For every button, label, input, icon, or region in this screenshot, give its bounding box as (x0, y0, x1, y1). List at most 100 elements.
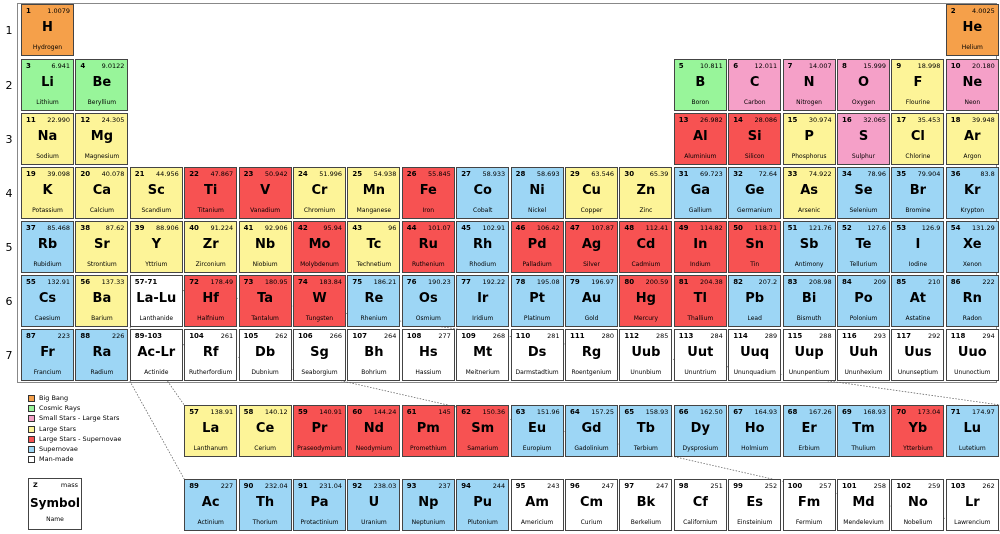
atomic-number: 105 (243, 332, 259, 340)
atomic-number: 57-71 (134, 278, 158, 286)
element-symbol: Rh (473, 237, 493, 252)
atomic-mass: 180.95 (264, 278, 288, 286)
element-symbol: Ne (962, 75, 983, 90)
element-name: Uranium (361, 519, 387, 526)
atomic-number: 47 (570, 224, 580, 232)
atomic-number: 40 (189, 224, 199, 232)
element-symbol: Sb (799, 237, 819, 252)
atomic-mass: 14.007 (808, 62, 832, 70)
atomic-number: 1 (26, 7, 31, 15)
element-name: Lutetium (958, 445, 986, 452)
element-symbol: Cd (636, 237, 656, 252)
element-cell-no: 102 259 No Nobelium (891, 479, 945, 531)
element-symbol: Tm (852, 421, 875, 436)
element-symbol: Bi (801, 291, 817, 306)
element-symbol: Zr (202, 237, 219, 252)
element-name: Niobium (252, 261, 278, 268)
atomic-number: 108 (406, 332, 422, 340)
atomic-mass: 174.97 (972, 408, 995, 416)
atomic-mass: 284 (710, 332, 723, 340)
atomic-mass: 30.974 (808, 116, 832, 124)
element-symbol: Rb (37, 237, 58, 252)
atomic-mass: 261 (220, 332, 234, 340)
key-symbol: Symbol (30, 496, 80, 510)
element-cell-w: 74 183.84 W Tungsten (293, 275, 346, 327)
element-symbol: O (857, 75, 870, 90)
atomic-number: 30 (624, 170, 635, 178)
element-symbol: Mo (308, 237, 331, 252)
element-name: Dysprosium (682, 445, 719, 452)
atomic-number: 15 (787, 116, 798, 124)
atomic-number: 27 (461, 170, 471, 178)
element-symbol: Sr (94, 237, 110, 252)
atomic-number: 110 (515, 332, 531, 340)
element-cell-li: 3 6.941 Li Lithium (21, 59, 74, 111)
atomic-mass: 4.0025 (972, 7, 995, 15)
element-symbol: Pm (416, 421, 440, 436)
element-cell-te: 52 127.6 Te Tellurium (837, 221, 890, 273)
element-name: Zinc (639, 207, 653, 214)
atomic-mass: 39.948 (972, 116, 995, 124)
element-symbol: Uup (794, 345, 824, 360)
atomic-mass: 28.086 (754, 116, 778, 124)
element-cell-zr: 40 91.224 Zr Zirconium (184, 221, 238, 273)
atomic-number: 6 (733, 62, 739, 70)
element-symbol: Hs (418, 345, 438, 360)
atomic-number: 31 (678, 170, 689, 178)
atomic-mass: 72.64 (758, 170, 778, 178)
atomic-mass: 237 (438, 482, 451, 490)
atomic-number: 53 (896, 224, 907, 232)
atomic-mass: 10.811 (700, 62, 723, 70)
element-name: Osmium (415, 315, 441, 322)
atomic-mass: 204.38 (700, 278, 723, 286)
atomic-mass: 137.33 (101, 278, 125, 286)
atomic-number: 56 (80, 278, 91, 286)
element-symbol: Fr (40, 345, 55, 360)
element-cell-cs: 55 132.91 Cs Caesium (21, 275, 74, 327)
element-symbol: Tb (636, 421, 655, 436)
element-name: Samarium (467, 445, 499, 452)
element-cell-uut: 113 284 Uut Ununtrium (673, 329, 727, 381)
atomic-number: 37 (26, 224, 36, 232)
element-symbol: Uub (631, 345, 661, 360)
element-name: Magnesium (84, 153, 120, 160)
atomic-number: 100 (787, 482, 803, 490)
atomic-mass: 222 (982, 278, 995, 286)
element-cell-ta: 73 180.95 Ta Tantalum (238, 275, 292, 327)
element-name: Cerium (254, 445, 276, 452)
element-name: Dubnium (251, 369, 279, 376)
element-cell-br: 35 79.904 Br Bromine (891, 167, 945, 219)
element-cell-sb: 51 121.76 Sb Antimony (782, 221, 836, 273)
element-symbol: Cs (38, 291, 57, 306)
element-cell-k: 19 39.098 K Potassium (21, 167, 74, 219)
atomic-mass: 151.96 (536, 408, 560, 416)
element-symbol: Th (256, 495, 275, 510)
atomic-number: 97 (624, 482, 635, 490)
atomic-mass: 83.8 (980, 170, 995, 178)
element-symbol: Np (418, 495, 439, 510)
element-cell-ba: 56 137.33 Ba Barium (75, 275, 129, 327)
element-symbol: Ac-Lr (137, 345, 176, 360)
element-cell-pu: 94 244 Pu Plutonium (456, 479, 510, 531)
element-name: Holmium (741, 445, 769, 452)
element-name: Yttrium (145, 261, 168, 268)
atomic-mass: 1.0079 (47, 7, 70, 15)
element-cell-cl: 17 35.453 Cl Chlorine (891, 113, 945, 165)
atomic-number: 22 (189, 170, 199, 178)
atomic-mass: 183.84 (319, 278, 342, 286)
atomic-mass: 58.693 (536, 170, 560, 178)
atomic-mass: 223 (57, 332, 70, 340)
element-symbol: I (915, 237, 921, 252)
atomic-number: 76 (406, 278, 417, 286)
atomic-number: 65 (624, 408, 635, 416)
element-name: Thallium (687, 315, 714, 322)
atomic-mass: 50.942 (264, 170, 288, 178)
element-name: Praseodymium (297, 445, 342, 452)
atomic-number: 4 (80, 62, 86, 70)
element-symbol: Se (854, 183, 873, 198)
element-name: Lead (747, 315, 762, 322)
atomic-number: 67 (733, 408, 743, 416)
element-cell-ho: 67 164.93 Ho Holmium (728, 405, 782, 457)
atomic-number: 94 (461, 482, 471, 490)
element-name: Antimony (794, 261, 824, 268)
